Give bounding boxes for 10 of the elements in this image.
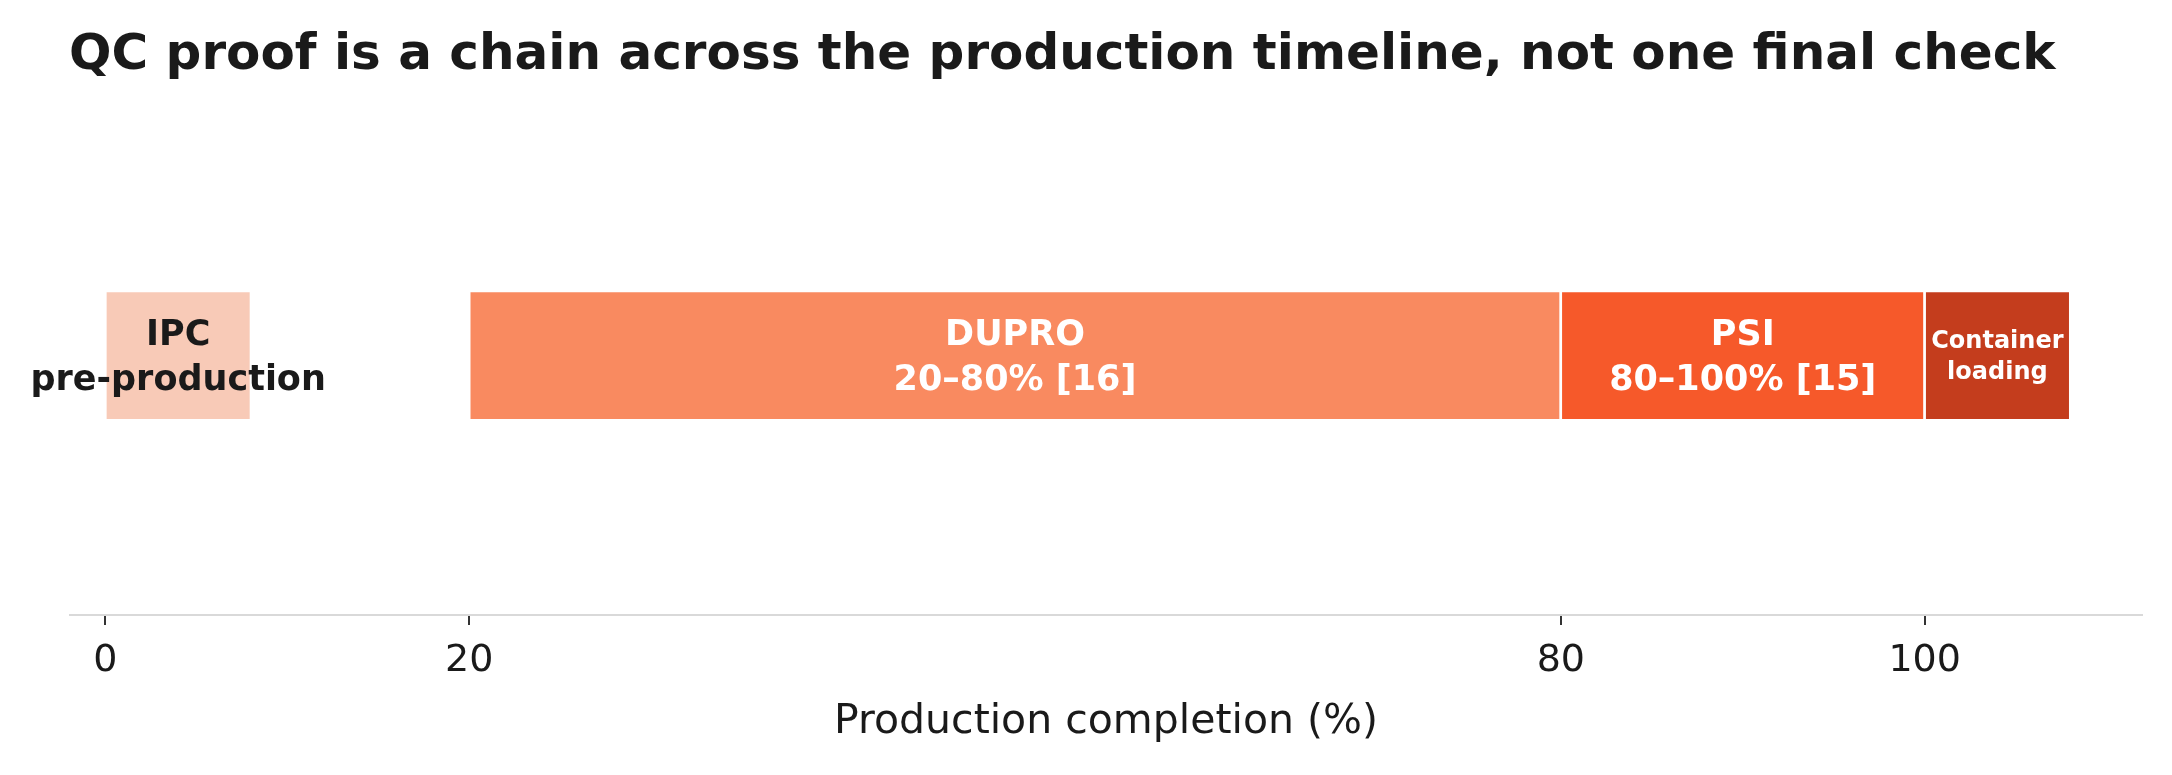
series-label: Container loading	[1931, 325, 2064, 386]
series-label: DUPRO 20–80% [16]	[893, 312, 1137, 399]
x-tick-label: 0	[93, 635, 118, 680]
x-tick-label: 80	[1536, 635, 1585, 680]
x-tick-label: 20	[445, 635, 494, 680]
series-label: PSI 80–100% [15]	[1609, 312, 1877, 399]
x-tick-label: 100	[1888, 635, 1961, 680]
series-label: IPC pre-production	[30, 312, 326, 399]
chart-title: QC proof is a chain across the production timeline, not one final check	[69, 22, 2058, 81]
x-axis-title: Production completion (%)	[834, 695, 1378, 744]
